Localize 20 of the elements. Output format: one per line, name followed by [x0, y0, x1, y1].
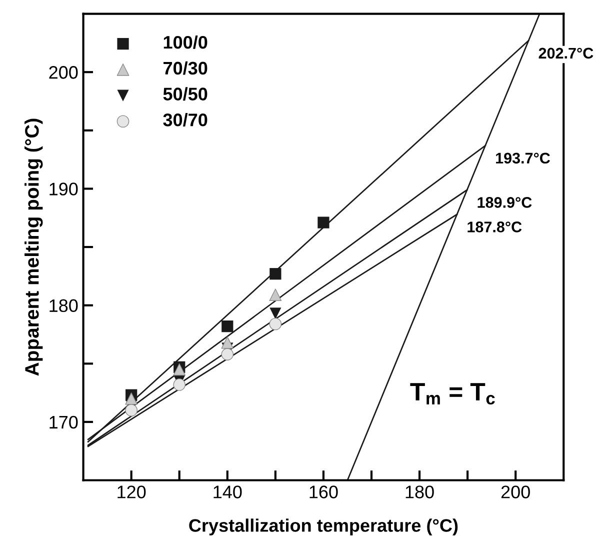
x-tick-label: 140: [214, 486, 242, 498]
y-tick-label: 170: [50, 416, 78, 429]
x-axis-title: Crystallization temperature (°C): [189, 518, 458, 536]
x-tick-label: 180: [406, 486, 434, 498]
annotation: T$_{m}$ = T$_{c}$: [410, 383, 495, 405]
y-tick-label: 180: [50, 299, 78, 312]
legend-label: 30/70: [163, 113, 208, 126]
x-tick-label: 200: [501, 486, 530, 498]
annotation: 187.8°C: [468, 222, 522, 232]
legend-label: 50/50: [163, 87, 208, 101]
y-axis-title: Apparent melting poing (°C): [24, 118, 43, 376]
y-tick-label: 200: [49, 66, 78, 79]
annotation: 202.7°C: [538, 48, 594, 59]
legend-label: 100/0: [164, 35, 208, 49]
annotation: 189.9°C: [478, 197, 532, 208]
x-tick-label: 120: [118, 486, 146, 498]
legend-label: 70/30: [164, 61, 208, 75]
annotation: 193.7°C: [496, 152, 550, 164]
y-tick-label: 190: [50, 182, 78, 196]
x-tick-label: 160: [310, 486, 338, 498]
